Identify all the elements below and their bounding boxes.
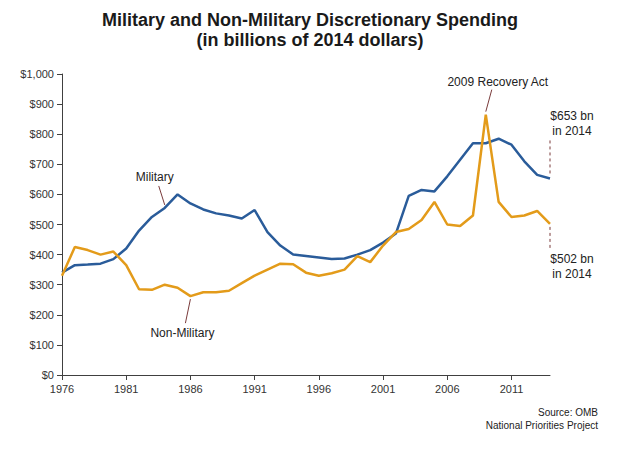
svg-text:$502 bn: $502 bn [550,252,593,266]
svg-text:1981: 1981 [114,383,138,395]
svg-text:Non-Military: Non-Military [150,326,214,340]
svg-text:1976: 1976 [50,383,74,395]
svg-text:$500: $500 [30,219,54,231]
svg-text:2001: 2001 [371,383,395,395]
svg-text:$700: $700 [30,158,54,170]
svg-text:$600: $600 [30,188,54,200]
svg-text:National Priorities Project: National Priorities Project [486,420,598,431]
svg-text:1986: 1986 [178,383,202,395]
svg-text:in 2014: in 2014 [552,124,592,138]
svg-text:1996: 1996 [307,383,331,395]
svg-text:$0: $0 [42,369,54,381]
svg-text:2009 Recovery Act: 2009 Recovery Act [447,75,548,89]
svg-text:$653 bn: $653 bn [550,109,593,123]
svg-text:$100: $100 [30,339,54,351]
svg-text:$400: $400 [30,249,54,261]
svg-text:Source: OMB: Source: OMB [538,407,598,418]
svg-text:$200: $200 [30,309,54,321]
svg-text:Military: Military [136,170,174,184]
svg-text:2011: 2011 [500,383,524,395]
svg-text:Military and Non-Military Disc: Military and Non-Military Discretionary … [102,10,518,30]
svg-text:(in billions of 2014 dollars): (in billions of 2014 dollars) [196,30,423,50]
svg-text:$800: $800 [30,128,54,140]
svg-text:$900: $900 [30,98,54,110]
svg-text:in 2014: in 2014 [552,267,592,281]
svg-text:2006: 2006 [435,383,459,395]
svg-text:1991: 1991 [242,383,266,395]
svg-text:$300: $300 [30,279,54,291]
svg-text:$1,000: $1,000 [20,68,54,80]
